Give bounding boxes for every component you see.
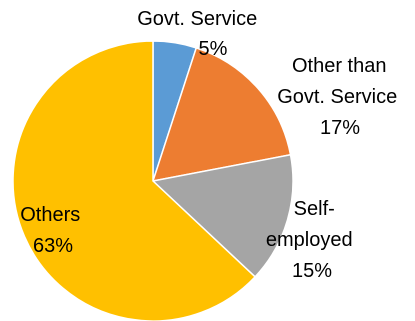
- slice-label-govt-service: Govt. Service 5%: [137, 8, 263, 60]
- slice-label-self-employed: Self- employed 15%: [266, 198, 358, 282]
- label-line: Govt. Service: [277, 86, 397, 108]
- label-value: 5%: [199, 38, 228, 60]
- slice-label-others: Others 63%: [20, 204, 86, 257]
- pie-slices: [12, 40, 294, 321]
- label-value: 15%: [292, 260, 332, 282]
- label-line: Others: [20, 204, 80, 226]
- label-line: employed: [266, 229, 353, 251]
- pie-slice-self-employed: [151, 153, 294, 278]
- slice-label-other-than-govt-service: Other than Govt. Service 17%: [277, 55, 403, 139]
- label-line: Self-: [294, 198, 335, 220]
- label-value: 63%: [33, 235, 73, 257]
- label-line: Govt. Service: [137, 8, 257, 30]
- label-value: 17%: [320, 117, 360, 139]
- label-line: Other than: [292, 55, 387, 77]
- pie-slice-others: [12, 40, 257, 321]
- pie-slice-other-than-govt-service: [151, 46, 292, 182]
